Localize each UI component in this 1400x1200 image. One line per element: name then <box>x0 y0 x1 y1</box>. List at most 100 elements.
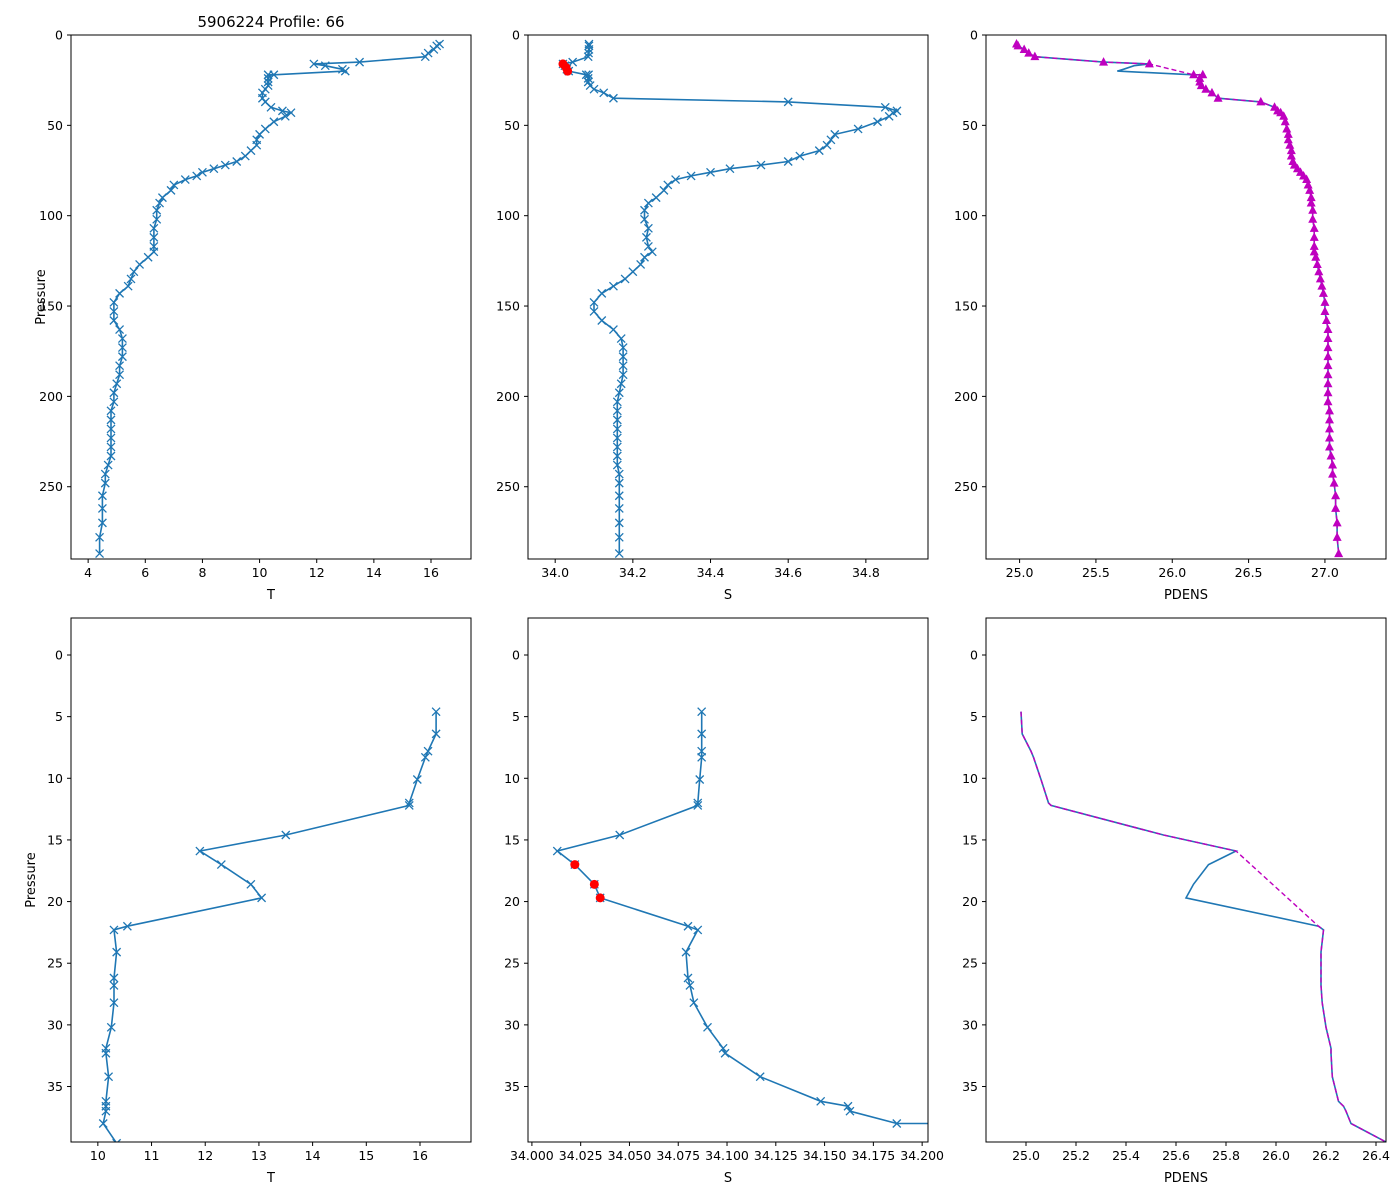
data-point <box>612 442 622 452</box>
y-tick-label: 0 <box>55 28 63 43</box>
data-point <box>117 352 127 362</box>
data-point <box>266 102 276 112</box>
data-point <box>647 247 657 257</box>
data-point <box>429 44 439 54</box>
y-tick-label: 5 <box>970 709 978 724</box>
x-tick-label: 25.5 <box>1082 565 1110 580</box>
flagged-point <box>595 893 605 903</box>
data-point <box>240 151 250 161</box>
data-point <box>608 325 618 334</box>
data-point <box>683 973 693 983</box>
x-axis-label: S <box>724 588 732 603</box>
data-point <box>115 288 125 298</box>
axes-frame <box>527 617 929 1143</box>
y-tick-label: 25 <box>47 956 63 971</box>
series-line-primary <box>1015 43 1340 554</box>
y-tick-label: 0 <box>55 647 63 662</box>
data-point <box>1282 123 1292 133</box>
data-point <box>643 241 653 251</box>
data-point <box>95 532 105 542</box>
data-point <box>263 70 273 80</box>
x-tick-label: 34.125 <box>754 1148 798 1163</box>
data-point <box>584 44 594 54</box>
data-point <box>1328 469 1338 478</box>
data-point <box>1323 351 1333 361</box>
flagged-point <box>563 66 573 76</box>
data-point <box>783 97 793 107</box>
y-axis-label: Pressure <box>34 269 49 325</box>
data-point <box>1283 129 1293 138</box>
y-tick-label: 20 <box>962 894 978 909</box>
data-point <box>192 171 202 181</box>
data-point <box>640 205 649 215</box>
data-point <box>106 433 116 443</box>
data-point <box>404 800 414 810</box>
data-point <box>1024 48 1034 57</box>
data-point <box>1318 288 1328 297</box>
plot-area <box>552 707 928 1128</box>
x-axis-label: T <box>266 1171 275 1186</box>
data-point <box>1309 232 1319 241</box>
data-point <box>1213 93 1223 102</box>
x-tick-label: 14 <box>305 1148 321 1163</box>
x-tick-label: 25.0 <box>1006 565 1034 580</box>
data-point <box>1323 396 1333 406</box>
data-point <box>725 164 735 174</box>
y-tick-label: 0 <box>970 647 978 662</box>
data-point <box>1306 198 1316 207</box>
y-tick-label: 50 <box>47 118 63 133</box>
data-point <box>1309 246 1319 256</box>
data-point <box>1030 51 1040 61</box>
data-point <box>95 549 105 559</box>
data-point <box>816 1096 826 1106</box>
data-point <box>615 830 625 840</box>
data-point <box>1325 441 1335 451</box>
flagged-point <box>589 879 599 889</box>
data-point <box>1305 185 1315 194</box>
panel-bottom-S: 34.000 34.025 34.050 34.075 34.100 34.125 34.1… <box>504 617 944 1186</box>
data-point <box>843 1101 853 1111</box>
data-point <box>614 518 624 528</box>
data-point <box>616 379 626 389</box>
data-point <box>884 111 894 121</box>
data-point <box>589 297 599 307</box>
data-point <box>155 198 165 208</box>
data-point <box>431 707 441 717</box>
data-point <box>117 334 127 344</box>
data-point <box>599 88 609 98</box>
series-line-primary <box>98 43 441 554</box>
y-tick-label: 0 <box>512 647 520 662</box>
data-point <box>697 707 707 717</box>
x-tick-label: 13 <box>251 1148 267 1163</box>
data-point <box>597 288 607 298</box>
y-tick-label: 10 <box>504 771 520 786</box>
data-point <box>101 1048 111 1058</box>
x-tick-label: 25.6 <box>1162 1148 1190 1163</box>
data-point <box>143 252 153 262</box>
x-tick-label: 15 <box>358 1148 374 1163</box>
data-point <box>109 998 119 1008</box>
y-tick-label: 0 <box>970 28 978 43</box>
axes-frame <box>70 34 472 560</box>
data-point <box>112 379 122 389</box>
data-point <box>1323 360 1333 370</box>
data-point <box>1308 205 1318 214</box>
x-tick-label: 34.025 <box>559 1148 603 1163</box>
x-tick-label: 10 <box>252 565 268 580</box>
data-point <box>309 59 319 69</box>
data-point <box>693 925 703 935</box>
data-point <box>117 343 127 353</box>
data-point <box>1196 80 1206 90</box>
data-point <box>640 252 649 262</box>
y-tick-label: 50 <box>962 118 978 133</box>
data-point <box>1323 387 1333 397</box>
panel-top-PDENS: 25.0 25.5 26.0 26.5 27.0 0 50 100 150 200 250 PDENS <box>954 28 1387 603</box>
x-tick-label: 26.0 <box>1158 565 1186 580</box>
data-point <box>420 752 430 762</box>
plot-area <box>558 39 902 559</box>
data-point <box>97 491 107 501</box>
data-point <box>149 223 159 233</box>
y-tick-label: 150 <box>496 299 520 314</box>
chart-title: 5906224 Profile: 66 <box>197 13 344 31</box>
